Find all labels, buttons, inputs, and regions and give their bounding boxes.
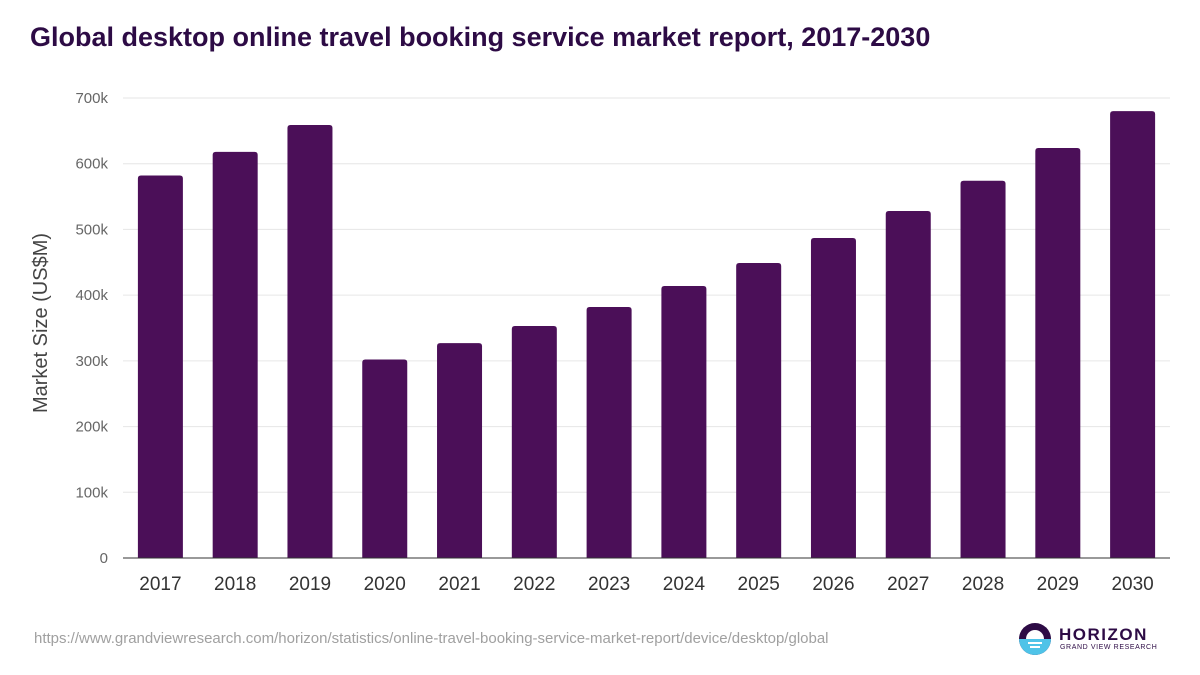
x-tick-label: 2028 [962,574,1004,595]
bar-2030[interactable] [1110,111,1156,559]
x-tick-label: 2023 [588,574,630,595]
y-axis-ticks: 0 100k 200k 300k 400k 500k 600k 700k [75,90,108,567]
bar-2021[interactable] [437,343,483,558]
x-tick-label: 2025 [738,574,780,595]
y-tick-label: 700k [75,90,108,107]
x-axis-ticks: 2017 2018 2019 2020 2021 2022 2023 2024 2025 2026… [139,574,1153,595]
logo-name: HORIZON [1059,625,1148,644]
x-tick-label: 2019 [289,574,331,595]
x-tick-label: 2026 [812,574,854,595]
y-axis-label: Market Size (US$M) [30,233,52,413]
bars [137,111,1156,559]
y-tick-label: 500k [75,221,108,238]
bar-2026[interactable] [810,237,856,558]
y-tick-label: 100k [75,484,108,501]
bar-2020[interactable] [362,359,408,558]
bar-2022[interactable] [511,326,557,558]
bar-2019[interactable] [287,124,333,558]
y-tick-label: 400k [75,287,108,304]
bar-2017[interactable] [137,175,183,559]
gridlines [123,97,1170,493]
y-tick-label: 300k [75,353,108,370]
x-tick-label: 2020 [364,574,406,595]
source-url[interactable]: https://www.grandviewresearch.com/horizo… [34,630,829,647]
x-tick-label: 2018 [214,574,256,595]
x-tick-label: 2017 [139,574,181,595]
x-tick-label: 2030 [1111,574,1153,595]
bar-2029[interactable] [1035,147,1081,558]
y-tick-label: 600k [75,156,108,173]
x-tick-label: 2027 [887,574,929,595]
chart-title: Global desktop online travel booking ser… [30,22,931,52]
bar-2023[interactable] [586,306,632,558]
logo-subtitle: GRAND VIEW RESEARCH [1060,644,1158,651]
y-tick-label: 0 [100,550,108,567]
bar-2018[interactable] [212,151,258,558]
x-tick-label: 2021 [438,574,480,595]
bar-2028[interactable] [960,180,1006,559]
x-tick-label: 2029 [1037,574,1079,595]
bar-2024[interactable] [661,285,707,558]
bar-2027[interactable] [885,211,931,558]
x-tick-label: 2024 [663,574,706,595]
y-tick-label: 200k [75,419,108,436]
x-tick-label: 2022 [513,574,555,595]
horizon-logo: HORIZON GRAND VIEW RESEARCH [1018,621,1158,661]
horizon-logo-icon [1019,623,1051,655]
bar-2025[interactable] [736,262,782,558]
